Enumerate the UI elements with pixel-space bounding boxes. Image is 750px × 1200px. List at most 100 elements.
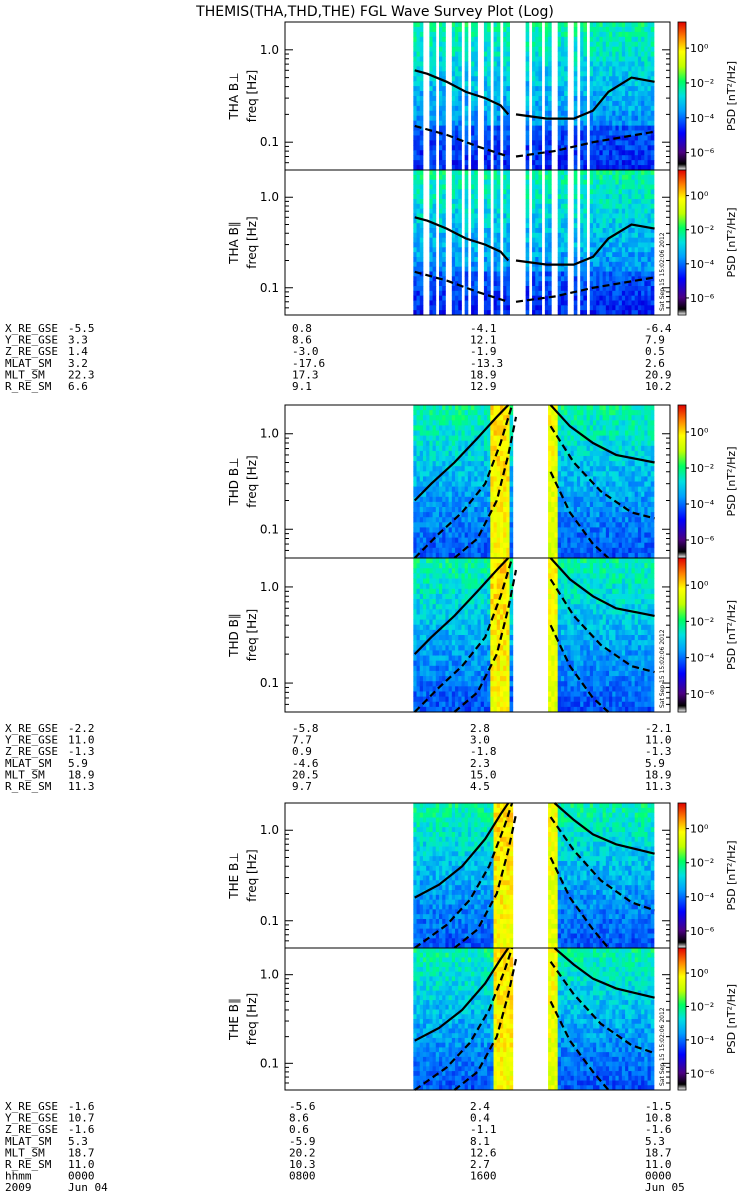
spectrogram-cell	[599, 435, 604, 442]
spectrogram-cell	[455, 542, 459, 549]
spectrogram-cell	[432, 41, 437, 48]
spectrogram-cell	[461, 532, 466, 538]
spectrogram-cell	[557, 271, 562, 277]
spectrogram-cell	[609, 425, 613, 431]
spectrogram-cell	[551, 522, 555, 528]
spectrogram-cell	[599, 522, 604, 528]
spectrogram-cell	[567, 420, 571, 426]
spectrogram-cell	[602, 31, 607, 38]
spectrogram-cell	[432, 445, 437, 452]
spectrogram-cell	[650, 252, 655, 258]
spectrogram-cell	[650, 120, 655, 126]
spectrogram-cell	[554, 471, 559, 477]
spectrogram-cell	[458, 286, 462, 292]
spectrogram-cell	[483, 232, 488, 239]
spectrogram-cell	[589, 165, 594, 171]
spectrogram-cell	[599, 305, 604, 311]
spectrogram-cell	[451, 165, 456, 171]
spectrogram-cell	[419, 542, 424, 549]
spectrogram-cell	[455, 237, 459, 243]
spectrogram-cell	[628, 110, 632, 117]
spectrogram-cell	[637, 430, 642, 436]
spectrogram-cell	[593, 81, 597, 87]
spectrogram-cell	[570, 542, 575, 549]
spectrogram-cell	[644, 160, 648, 166]
spectrogram-cell	[439, 31, 443, 38]
spectrogram-cell	[641, 66, 645, 72]
spectrogram-cell	[503, 310, 507, 316]
spectrogram-cell	[551, 450, 555, 457]
spectrogram-cell	[416, 522, 421, 528]
spectrogram-cell	[548, 430, 552, 436]
spectrogram-cell	[422, 517, 427, 523]
spectrogram-cell	[631, 471, 636, 477]
spectrogram-cell	[586, 425, 591, 431]
spectrogram-cell	[464, 266, 469, 272]
spectrogram-cell	[458, 547, 462, 554]
spectrogram-cell	[432, 430, 437, 436]
spectrogram-cell	[609, 481, 613, 487]
spectrogram-cell	[493, 237, 498, 243]
spectrogram-cell	[625, 194, 629, 200]
spectrogram-cell	[477, 405, 482, 411]
spectrogram-cell	[573, 26, 578, 33]
spectrogram-cell	[586, 501, 591, 508]
spectrogram-cell	[429, 228, 433, 234]
spectrogram-cell	[647, 22, 652, 28]
spectrogram-cell	[413, 512, 417, 518]
spectrogram-cell	[618, 135, 623, 141]
spectrogram-cell	[448, 532, 453, 538]
spectrogram-cell	[567, 547, 571, 554]
spectrogram-cell	[609, 486, 613, 493]
spectrogram-cell	[557, 184, 562, 190]
spectrogram-cell	[503, 440, 507, 447]
spectrogram-cell	[631, 522, 636, 528]
spectrogram-cell	[506, 522, 510, 528]
spectrogram-cell	[422, 512, 427, 518]
spectrogram-cell	[637, 232, 642, 239]
spectrogram-cell	[618, 91, 623, 97]
spectrogram-cell	[538, 81, 543, 87]
spectrogram-cell	[445, 496, 450, 503]
spectrogram-cell	[490, 430, 494, 436]
spectrogram-cell	[432, 266, 437, 272]
spectrogram-cell	[503, 140, 507, 146]
spectrogram-cell	[615, 266, 620, 272]
spectrogram-cell	[599, 405, 604, 411]
spectrogram-cell	[625, 170, 629, 176]
spectrogram-cell	[532, 165, 536, 171]
spectrogram-cell	[538, 140, 543, 146]
spectrogram-cell	[628, 41, 632, 48]
spectrogram-cell	[483, 31, 488, 38]
spectrogram-cell	[499, 517, 504, 523]
spectrogram-cell	[455, 430, 459, 436]
spectrogram-cell	[631, 445, 636, 452]
spectrogram-cell	[487, 66, 491, 72]
spectrogram-cell	[525, 184, 530, 190]
spectrogram-cell	[503, 517, 507, 523]
spectrogram-cell	[532, 170, 536, 176]
spectrogram-cell	[580, 517, 584, 523]
spectrogram-cell	[583, 199, 587, 205]
spectrogram-cell	[631, 189, 636, 195]
spectrogram-cell	[593, 450, 597, 457]
spectrogram-cell	[474, 22, 478, 28]
spectrogram-cell	[631, 496, 636, 503]
spectrogram-cell	[544, 22, 549, 28]
spectrogram-cell	[615, 461, 620, 467]
spectrogram-cell	[631, 203, 636, 210]
spectrogram-cell	[432, 271, 437, 277]
spectrogram-cell	[602, 237, 607, 243]
spectrogram-cell	[544, 41, 549, 48]
spectrogram-cell	[471, 86, 475, 92]
spectrogram-cell	[474, 305, 478, 311]
spectrogram-cell	[551, 476, 555, 482]
spectrogram-cell	[509, 481, 514, 487]
spectrogram-cell	[641, 184, 645, 190]
spectrogram-cell	[564, 527, 568, 533]
spectrogram-cell	[589, 252, 594, 258]
spectrogram-cell	[538, 125, 543, 131]
spectrogram-cell	[557, 276, 562, 282]
spectrogram-cell	[605, 194, 610, 200]
spectrogram-cell	[589, 415, 594, 421]
